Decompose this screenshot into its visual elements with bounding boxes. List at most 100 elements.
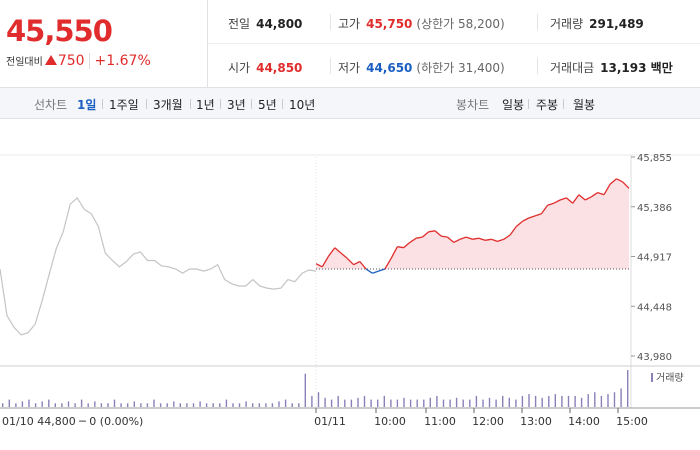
volume-bar: [284, 399, 287, 407]
tab-1w[interactable]: 1주일: [109, 98, 139, 112]
volume-bar: [311, 395, 313, 407]
quote-stats: 전일 44,800 고가 45,750 (상한가 58,200) 거래량 291,489…: [208, 0, 700, 88]
price-line-segment: [384, 258, 392, 270]
tab-divider: [528, 99, 529, 109]
volume-bar: [377, 399, 379, 407]
price-line-segment: [378, 268, 386, 272]
volume-bar: [61, 403, 63, 407]
price-line-segment: [409, 237, 417, 243]
price-line-segment: [340, 252, 348, 259]
tab-monthly[interactable]: 월봉: [573, 98, 596, 112]
y-tick-label: 44,917: [637, 253, 672, 264]
tab-weekly[interactable]: 주봉: [536, 98, 559, 112]
price-line-segment: [465, 236, 473, 240]
price-line-segment: [616, 178, 623, 183]
volume-bar: [67, 401, 70, 407]
tab-divider: [102, 99, 103, 109]
volume-bar: [548, 395, 550, 407]
price-line-segment: [559, 197, 567, 201]
volume-label: 거래량: [550, 17, 584, 31]
volume-bar: [627, 370, 629, 407]
tab-1y[interactable]: 1년: [196, 98, 215, 112]
price-line-segment: [459, 236, 467, 240]
volume-bar: [28, 399, 30, 407]
y-tick-label: 45,855: [637, 153, 672, 164]
volume-bar: [291, 403, 293, 407]
volume: 거래량 291,489: [550, 15, 644, 32]
volume-bar: [324, 397, 326, 408]
volume-bar: [100, 403, 103, 407]
price-line-segment: [491, 238, 498, 243]
tab-divider: [251, 99, 252, 109]
price-line-segment: [528, 215, 536, 219]
x-tick-label: 15:00: [616, 415, 648, 428]
price-box: 45,550 전일대비 750 +1.67%: [0, 0, 208, 88]
price-line-segment: [591, 192, 599, 198]
volume-bar: [317, 392, 320, 407]
quote-header: 45,550 전일대비 750 +1.67% 전일 44,800 고가 45,750 (상…: [0, 0, 700, 88]
volume-legend-label: 거래량: [656, 372, 684, 384]
price-line-segment: [397, 246, 404, 249]
volume-bar: [212, 403, 214, 407]
volume-bar: [436, 395, 438, 407]
volume-bar: [534, 395, 537, 407]
amount-value: 13,193 백만: [600, 61, 673, 75]
tab-daily[interactable]: 일봉: [502, 98, 525, 112]
price-line-segment: [453, 238, 461, 243]
price-line-segment: [565, 197, 574, 204]
volume-bar: [304, 373, 306, 407]
volume-bar: [74, 403, 76, 407]
volume-bar: [607, 394, 609, 407]
y-tick-label: 43,980: [637, 352, 672, 363]
price-line-segment: [522, 217, 530, 222]
y-tick-label: 44,448: [637, 302, 672, 313]
volume-bar: [580, 397, 583, 408]
volume-bar: [252, 403, 254, 407]
tab-5y[interactable]: 5년: [258, 98, 277, 112]
price-line-segment: [372, 270, 379, 274]
change-value: 750: [57, 53, 85, 69]
low-value: 44,650: [366, 61, 413, 75]
low-label: 저가: [338, 61, 361, 75]
price-line-segment: [428, 230, 436, 233]
amount-label: 거래대금: [550, 61, 595, 75]
volume-bar: [245, 401, 247, 407]
volume-bar: [350, 399, 353, 407]
tab-10y[interactable]: 10년: [289, 98, 316, 112]
high: 고가 45,750 (상한가 58,200): [338, 15, 505, 32]
volume-bar: [574, 395, 576, 407]
price-line-segment: [327, 247, 336, 257]
volume-bar: [120, 403, 122, 407]
volume-bar: [469, 399, 471, 407]
x-tick-label: 12:00: [472, 415, 504, 428]
volume-bar: [403, 397, 405, 408]
price-line-segment: [353, 260, 361, 266]
volume-bar: [587, 394, 589, 407]
y-tick-label: 45,386: [637, 203, 672, 214]
volume-bar: [153, 399, 155, 407]
tab-3y[interactable]: 3년: [227, 98, 246, 112]
low: 저가 44,650 (하한가 31,400): [338, 59, 505, 76]
tab-divider: [563, 99, 564, 109]
volume-bar: [429, 397, 431, 408]
high-value: 45,750: [366, 17, 413, 31]
volume-bar: [390, 399, 392, 407]
volume-bar: [87, 403, 89, 407]
volume-bar: [298, 403, 300, 407]
prev-close: 전일 44,800: [228, 15, 302, 32]
volume-bar: [423, 399, 425, 407]
tab-3m[interactable]: 3개월: [153, 98, 183, 112]
candle-chart-label: 봉차트: [456, 98, 490, 112]
price-line-segment: [497, 238, 505, 243]
high-label: 고가: [338, 17, 361, 31]
tab-1d[interactable]: 1일: [77, 98, 97, 112]
x-tick-label: 01/11: [314, 415, 346, 428]
price-line-segment: [346, 257, 355, 266]
volume-bar: [363, 395, 366, 407]
price-line-segment: [553, 199, 561, 204]
volume-bar: [107, 403, 109, 407]
price-line-segment: [572, 194, 580, 204]
volume-bar: [508, 397, 510, 408]
price-line-segment: [321, 255, 330, 268]
volume-bar: [449, 399, 451, 407]
